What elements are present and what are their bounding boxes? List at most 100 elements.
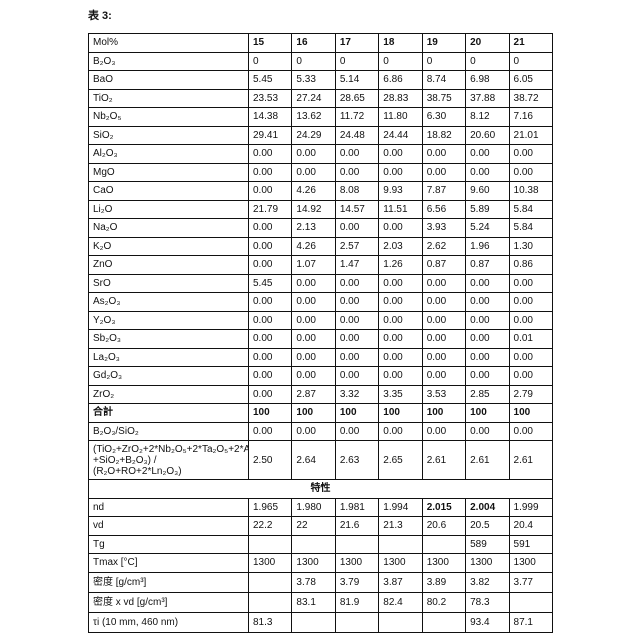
value-cell: 0.00 <box>466 311 509 330</box>
value-cell: 0.00 <box>249 145 292 164</box>
row-label: Gd₂O₃ <box>89 367 249 386</box>
value-cell: 14.57 <box>335 200 378 219</box>
value-cell: 2.50 <box>249 441 292 480</box>
row-label: ZrO₂ <box>89 385 249 404</box>
table-row: MgO0.000.000.000.000.000.000.00 <box>89 163 553 182</box>
value-cell: 0 <box>422 52 465 71</box>
value-cell: 24.29 <box>292 126 335 145</box>
value-cell <box>379 612 422 632</box>
row-label: nd <box>89 498 249 517</box>
value-cell: 0.00 <box>249 422 292 441</box>
value-cell: 0.00 <box>422 422 465 441</box>
value-cell: 0.00 <box>466 330 509 349</box>
value-cell: 38.72 <box>509 89 552 108</box>
value-cell: 0.00 <box>249 182 292 201</box>
value-cell: 0.00 <box>509 311 552 330</box>
table-row: BaO5.455.335.146.868.746.986.05 <box>89 71 553 90</box>
value-cell: 8.08 <box>335 182 378 201</box>
value-cell: 23.53 <box>249 89 292 108</box>
value-cell: 100 <box>335 404 378 423</box>
value-cell: 0.00 <box>292 422 335 441</box>
value-cell: 0.00 <box>379 348 422 367</box>
table-row: Sb₂O₃0.000.000.000.000.000.000.01 <box>89 330 553 349</box>
row-label: SiO₂ <box>89 126 249 145</box>
row-label: Y₂O₃ <box>89 311 249 330</box>
value-cell <box>379 535 422 554</box>
value-cell: 1.980 <box>292 498 335 517</box>
value-cell: 0 <box>466 52 509 71</box>
value-cell: 37.88 <box>466 89 509 108</box>
row-label: As₂O₃ <box>89 293 249 312</box>
value-cell <box>335 535 378 554</box>
value-cell: 2.62 <box>422 237 465 256</box>
table-row: SiO₂29.4124.2924.4824.4418.8220.6021.01 <box>89 126 553 145</box>
value-cell: 2.57 <box>335 237 378 256</box>
value-cell: 0.00 <box>249 219 292 238</box>
value-cell: 0.00 <box>292 330 335 349</box>
value-cell: 6.98 <box>466 71 509 90</box>
row-label: Al₂O₃ <box>89 145 249 164</box>
value-cell: 100 <box>249 404 292 423</box>
value-cell: 0.00 <box>422 293 465 312</box>
value-cell: 0.00 <box>249 256 292 275</box>
value-cell: 0.00 <box>292 293 335 312</box>
value-cell: 0.00 <box>249 163 292 182</box>
value-cell: 0.01 <box>509 330 552 349</box>
table-row: TiO₂23.5327.2428.6528.8338.7537.8838.72 <box>89 89 553 108</box>
value-cell: 82.4 <box>379 592 422 612</box>
value-cell: 0.00 <box>379 219 422 238</box>
value-cell: 2.004 <box>466 498 509 517</box>
value-cell: 7.87 <box>422 182 465 201</box>
value-cell: 0 <box>335 52 378 71</box>
value-cell: 3.79 <box>335 572 378 592</box>
value-cell: 21.3 <box>379 517 422 536</box>
value-cell: 2.61 <box>509 441 552 480</box>
table-row: Tmax [°C]1300130013001300130013001300 <box>89 554 553 573</box>
value-cell: 0.00 <box>249 367 292 386</box>
value-cell: 22.2 <box>249 517 292 536</box>
value-cell: 14.92 <box>292 200 335 219</box>
value-cell <box>509 592 552 612</box>
value-cell: 0.00 <box>335 293 378 312</box>
value-cell: 21.01 <box>509 126 552 145</box>
value-cell: 0.00 <box>379 311 422 330</box>
value-cell <box>422 535 465 554</box>
value-cell: 0.00 <box>422 145 465 164</box>
value-cell: 1.30 <box>509 237 552 256</box>
value-cell: 0 <box>509 52 552 71</box>
value-cell: 0.00 <box>292 163 335 182</box>
value-cell: 1300 <box>249 554 292 573</box>
value-cell <box>249 535 292 554</box>
value-cell: 3.93 <box>422 219 465 238</box>
value-cell: 589 <box>466 535 509 554</box>
value-cell <box>249 572 292 592</box>
value-cell: 0.00 <box>249 311 292 330</box>
value-cell <box>422 612 465 632</box>
value-cell: 5.84 <box>509 200 552 219</box>
value-cell: 0.87 <box>422 256 465 275</box>
value-cell: 0.00 <box>379 145 422 164</box>
value-cell: 5.84 <box>509 219 552 238</box>
value-cell: 0.00 <box>292 274 335 293</box>
row-label: Sb₂O₃ <box>89 330 249 349</box>
value-cell: 0.00 <box>422 330 465 349</box>
row-label: TiO₂ <box>89 89 249 108</box>
value-cell: 24.48 <box>335 126 378 145</box>
value-cell: 0.00 <box>292 311 335 330</box>
value-cell: 9.93 <box>379 182 422 201</box>
value-cell: 3.82 <box>466 572 509 592</box>
value-cell: 2.61 <box>466 441 509 480</box>
table-row: Y₂O₃0.000.000.000.000.000.000.00 <box>89 311 553 330</box>
row-label: 合計 <box>89 404 249 423</box>
value-cell: 1300 <box>509 554 552 573</box>
value-cell: 2.03 <box>379 237 422 256</box>
table-row: B₂O₃/SiO₂0.000.000.000.000.000.000.00 <box>89 422 553 441</box>
column-header: 16 <box>292 34 335 53</box>
table-row: 密度 [g/cm³]3.783.793.873.893.823.77 <box>89 572 553 592</box>
value-cell: 0.00 <box>292 145 335 164</box>
row-label: vd <box>89 517 249 536</box>
value-cell: 87.1 <box>509 612 552 632</box>
table-row: nd1.9651.9801.9811.9942.0152.0041.999 <box>89 498 553 517</box>
value-cell: 100 <box>292 404 335 423</box>
value-cell: 20.5 <box>466 517 509 536</box>
